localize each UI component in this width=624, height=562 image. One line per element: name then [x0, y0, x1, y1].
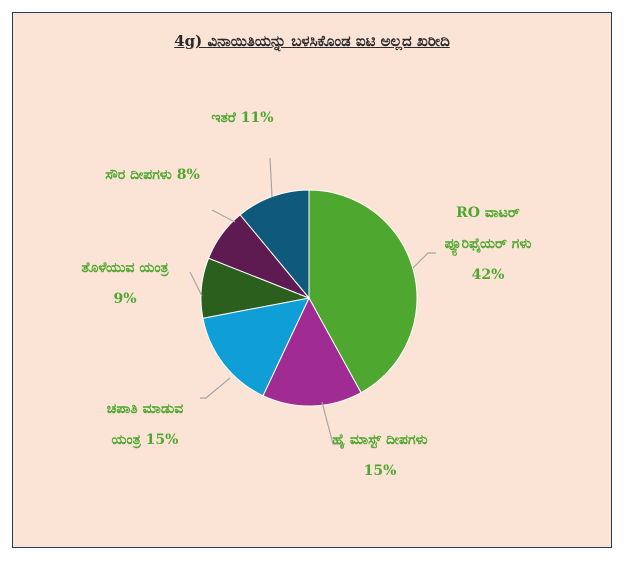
value-label: 9%	[113, 291, 137, 307]
leader-line	[269, 157, 273, 198]
leader-line	[189, 271, 203, 297]
category-label: ಇತರೆ	[211, 110, 236, 126]
leader-line	[412, 252, 436, 269]
data-label: ಸೌರ ದೀಪಗಳು 8%	[90, 160, 215, 191]
value-label: 11%	[240, 110, 274, 126]
data-label: ಹೈ ಮಾಸ್ಟ್ ದೀಪಗಳು 15%	[330, 425, 430, 487]
value-label: 42%	[471, 267, 505, 283]
leader-line	[211, 209, 236, 223]
category-label: ಸೌರ ದೀಪಗಳು	[105, 167, 172, 183]
pie-slice	[202, 297, 310, 397]
value-label: 15%	[363, 463, 397, 479]
data-label: ಚಪಾತಿ ಮಾಡುವ ಯಂತ್ರ 15%	[95, 394, 195, 456]
value-label: 15%	[145, 432, 179, 448]
pie-slice	[262, 296, 362, 407]
chart-title: 4g) ವಿನಾಯಿತಿಯನ್ನು ಬಳಸಿಕೊಂಡ ಐಟಿ ಅಲ್ಲದ ಖರೀ…	[174, 32, 450, 50]
data-label: ತೊಳೆಯುವ ಯಂತ್ರ 9%	[70, 253, 180, 315]
data-label: ಇತರೆ 11%	[195, 103, 290, 134]
category-label: ತೊಳೆಯುವ ಯಂತ್ರ	[81, 260, 169, 276]
leader-line	[200, 377, 231, 399]
value-label: 8%	[176, 167, 200, 183]
category-label: RO ವಾಟರ್ ಪ್ಯೂರಿಫೈಯರ್ ಗಳು	[444, 205, 532, 252]
category-label: ಹೈ ಮಾಸ್ಟ್ ದೀಪಗಳು	[332, 432, 428, 448]
category-label: ಚಪಾತಿ ಮಾಡುವ ಯಂತ್ರ	[106, 401, 184, 448]
data-label: RO ವಾಟರ್ ಪ್ಯೂರಿಫೈಯರ್ ಗಳು 42%	[432, 198, 544, 291]
pie-slice	[308, 189, 418, 394]
leader-line	[321, 401, 345, 445]
